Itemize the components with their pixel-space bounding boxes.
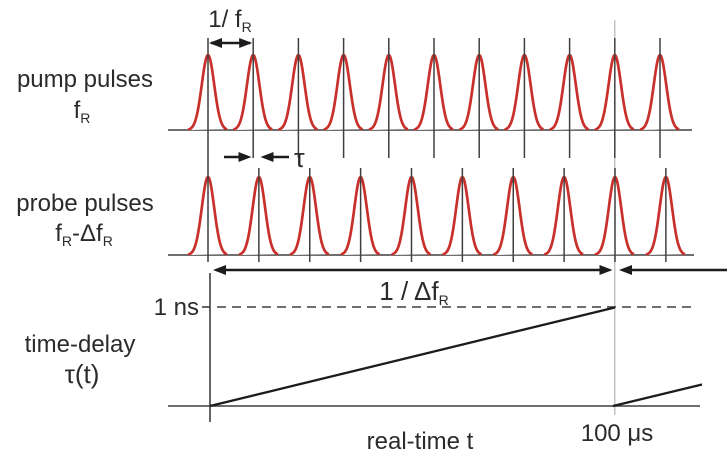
- probe-row-label: probe pulses: [16, 190, 153, 217]
- probe-frequency-label: fR-ΔfR: [55, 220, 113, 249]
- tau-delay-label: τ: [294, 143, 305, 173]
- next-scan-arrowhead-left: [619, 265, 632, 275]
- repetition-period-label: 1/ fR: [208, 6, 251, 35]
- pump-frequency-label: fR: [74, 97, 91, 126]
- scan-time-label: 100 μs: [581, 420, 654, 447]
- rep-period-arrowhead-right: [239, 38, 253, 48]
- real-time-axis-label: real-time t: [367, 428, 474, 455]
- max-delay-label: 1 ns: [154, 294, 199, 321]
- rep-period-arrowhead-left: [209, 38, 222, 48]
- plot-layer: [168, 20, 727, 422]
- delay-ramp: [209, 306, 616, 408]
- tau-arrowhead-right: [260, 152, 274, 162]
- pump-row-label: pump pulses: [17, 66, 153, 93]
- time-delay-symbol-label: τ(t): [65, 359, 100, 389]
- scan-period-arrowhead-right: [599, 265, 613, 275]
- delay-ramp-next: [612, 383, 703, 408]
- time-delay-row-label: time-delay: [25, 331, 136, 358]
- scan-period-arrowhead-left: [213, 265, 226, 275]
- scan-period-label: 1 / ΔfR: [379, 276, 448, 308]
- tau-arrowhead-left: [238, 152, 252, 162]
